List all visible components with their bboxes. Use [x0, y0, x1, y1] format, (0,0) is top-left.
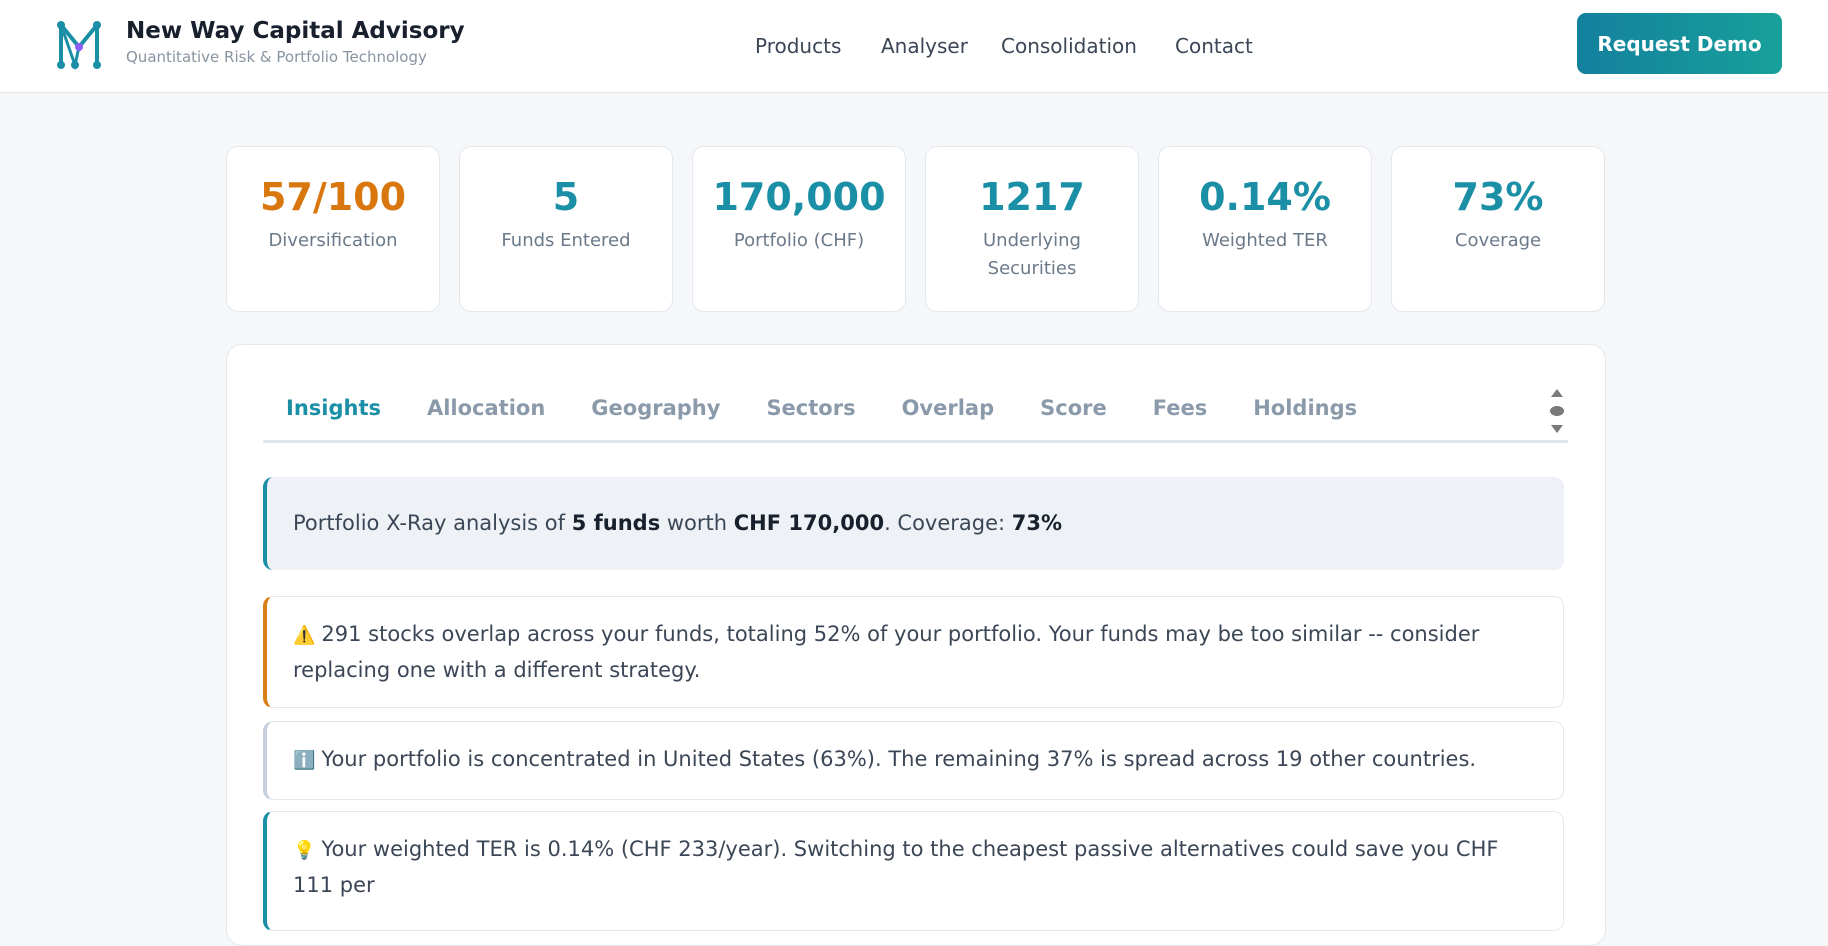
nav-link[interactable]: Analyser — [881, 34, 968, 58]
insight-text: Your portfolio is concentrated in United… — [321, 747, 1477, 771]
request-demo-button[interactable]: Request Demo — [1577, 13, 1782, 74]
stat-value: 5 — [552, 175, 580, 219]
tab[interactable]: Overlap — [901, 396, 995, 420]
stat-card: 170,000 Portfolio (CHF) — [692, 146, 906, 312]
summary-text: Portfolio X-Ray analysis of — [293, 511, 572, 535]
tab-bar: Insights Allocation Geography Sectors Overla… — [263, 396, 1568, 443]
insight-card: 💡 Your weighted TER is 0.14% (CHF 233/yea… — [263, 811, 1564, 931]
tab[interactable]: Score — [1040, 396, 1107, 420]
stat-value: 73% — [1452, 175, 1544, 219]
tab[interactable]: Allocation — [426, 396, 546, 420]
stat-label: Funds Entered — [501, 230, 631, 251]
summary-bold: 73% — [1011, 511, 1063, 535]
insight-icon: 💡 — [293, 840, 316, 861]
stat-value: 57/100 — [259, 175, 407, 219]
stat-value: 1217 — [979, 175, 1085, 219]
stat-card: 1217 Underlying Securities — [925, 146, 1139, 312]
summary-text: . Coverage: — [884, 511, 1012, 535]
insight-icon: ⚠️ — [293, 625, 316, 646]
insight-icon: ℹ️ — [293, 750, 316, 771]
stat-value: 170,000 — [712, 175, 886, 219]
insight-text: Your weighted TER is 0.14% (CHF 233/year… — [293, 837, 1499, 897]
stat-card: 5 Funds Entered — [459, 146, 673, 312]
insight-card: ⚠️ 291 stocks overlap across your funds, … — [263, 596, 1564, 708]
summary-text: worth — [660, 511, 734, 535]
nav-link[interactable]: Consolidation — [1001, 34, 1137, 58]
tab[interactable]: Insights — [286, 396, 381, 420]
tab[interactable]: Geography — [591, 396, 721, 420]
stat-card: 57/100 Diversification — [226, 146, 440, 312]
stat-value: 0.14% — [1199, 175, 1331, 219]
stat-card: 73% Coverage — [1391, 146, 1605, 312]
summary-box: Portfolio X-Ray analysis of 5 funds wort… — [263, 477, 1564, 570]
tab[interactable]: Fees — [1152, 396, 1208, 420]
tab[interactable]: Sectors — [766, 396, 856, 420]
brand-title: New Way Capital Advisory — [126, 18, 465, 44]
summary-bold: 5 funds — [571, 511, 661, 535]
stat-label: Diversification — [268, 230, 398, 251]
insight-text: 291 stocks overlap across your funds, to… — [293, 622, 1480, 682]
insight-card: ℹ️ Your portfolio is concentrated in Unit… — [263, 721, 1564, 800]
stat-label: Coverage — [1454, 230, 1542, 251]
stat-label: Weighted TER — [1202, 230, 1328, 251]
stat-card: 0.14% Weighted TER — [1158, 146, 1372, 312]
tab-scroll[interactable] — [1548, 385, 1566, 437]
brand-subtitle: Quantitative Risk & Portfolio Technology — [126, 48, 427, 66]
stat-label: Portfolio (CHF) — [733, 230, 865, 251]
stat-label: Underlying Securities — [983, 230, 1081, 279]
nav-link[interactable]: Products — [755, 34, 842, 58]
tab[interactable]: Holdings — [1253, 396, 1358, 420]
top-bar: New Way Capital Advisory Quantitative Ri… — [0, 0, 1828, 93]
summary-bold: CHF 170,000 — [733, 511, 885, 535]
logo[interactable] — [55, 17, 103, 71]
nav-link[interactable]: Contact — [1175, 34, 1253, 58]
